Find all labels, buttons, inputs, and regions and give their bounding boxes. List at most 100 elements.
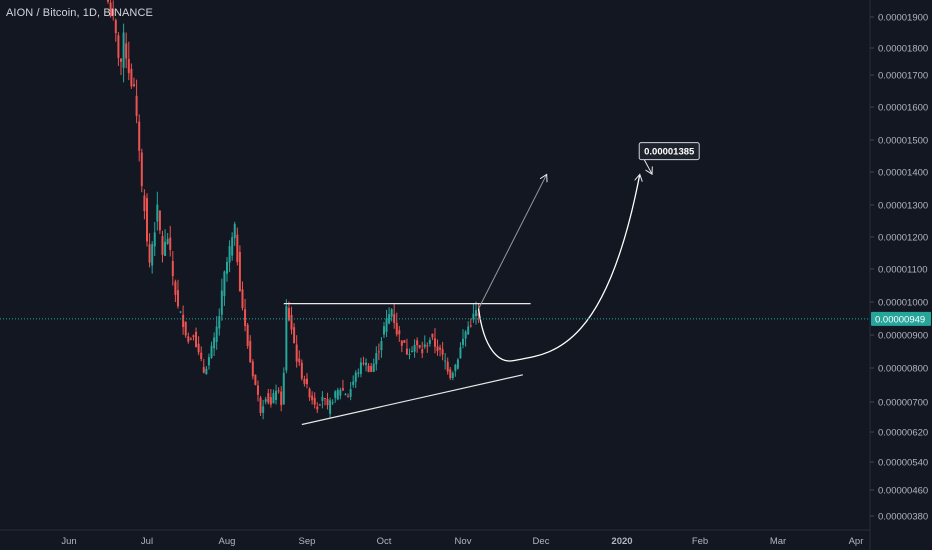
candle-body	[408, 354, 411, 356]
candle-body	[200, 352, 203, 359]
price-tick-label: 0.00000800	[878, 364, 928, 375]
candle-body	[439, 347, 442, 350]
support-trendline[interactable]	[301, 374, 523, 426]
candle-body	[367, 365, 370, 373]
candle-body	[249, 340, 252, 363]
candle-body	[238, 251, 241, 292]
time-tick-label: Apr	[849, 536, 864, 547]
candle-body	[393, 314, 396, 324]
candle-body	[109, 2, 112, 17]
candle-body	[459, 347, 462, 359]
candle-body	[143, 195, 146, 211]
candle-body	[472, 313, 475, 320]
candle-body	[114, 19, 117, 34]
candle-body	[236, 234, 239, 263]
candle-body	[300, 362, 303, 379]
candle-body	[192, 335, 195, 337]
candle-body	[347, 396, 350, 398]
candle-body	[184, 321, 187, 336]
candle-body	[220, 290, 223, 315]
candle-body	[262, 406, 265, 413]
candle-body	[370, 365, 373, 372]
candle-body	[233, 223, 236, 239]
candle-body	[138, 121, 141, 151]
candle-body	[259, 397, 262, 414]
candle-body	[125, 43, 128, 59]
candle-body	[467, 326, 470, 335]
candle-body	[293, 327, 296, 343]
candle-body	[166, 238, 169, 244]
candle-body	[241, 289, 244, 309]
candle-body	[326, 399, 329, 406]
candle-body	[267, 393, 270, 403]
price-tick-label: 0.00001900	[878, 13, 928, 24]
candle-body	[207, 357, 210, 366]
candle-body	[151, 244, 154, 266]
candle-body	[400, 340, 403, 346]
candle-body	[449, 369, 452, 379]
candle-body	[431, 333, 434, 338]
candle-body	[349, 389, 352, 397]
breakout-arrow[interactable]	[478, 175, 547, 309]
candle-body	[318, 404, 321, 406]
candle-body	[385, 318, 388, 332]
candle-body	[416, 340, 419, 346]
candle-body	[426, 345, 429, 347]
candle-body	[120, 58, 122, 62]
candle-body	[140, 152, 143, 187]
candle-body	[210, 345, 213, 358]
candle-body	[398, 330, 401, 335]
price-tick-label: 0.00001400	[878, 168, 928, 179]
price-tick-label: 0.00000540	[878, 458, 928, 469]
candle-body	[462, 338, 464, 345]
candle-body	[456, 359, 459, 369]
candle-body	[251, 361, 254, 377]
drawings-layer	[283, 159, 652, 426]
candle-body	[146, 198, 148, 242]
candle-body	[158, 210, 161, 231]
candle-body	[383, 326, 385, 335]
candle-body	[377, 351, 380, 353]
cup-projection-arrow[interactable]	[477, 175, 640, 362]
price-axis[interactable]: 0.00001900 0.00001800 0.00001700 0.00001600…	[870, 13, 928, 523]
price-target-callout[interactable]: 0.00001385	[638, 142, 700, 161]
time-axis[interactable]: Jun Jul Aug Sep Oct Nov Dec 2020 Feb Mar Apr	[61, 536, 863, 547]
price-tick-label: 0.00001300	[878, 201, 928, 212]
candle-body	[336, 389, 339, 400]
symbol-title: AION / Bitcoin, 1D, BINANCE	[6, 7, 153, 19]
callout-box	[638, 142, 700, 161]
time-tick-label: Sep	[299, 536, 316, 547]
time-tick-label: Jun	[61, 536, 76, 547]
time-tick-label: Aug	[219, 536, 236, 547]
time-tick-label: Oct	[377, 536, 392, 547]
candle-body	[413, 344, 416, 352]
candle-body	[171, 260, 174, 276]
candle-body	[321, 396, 324, 401]
candle-body	[444, 360, 447, 362]
candle-body	[339, 389, 342, 396]
price-tick-label: 0.00000460	[878, 486, 928, 497]
candle-body	[280, 391, 283, 406]
time-tick-label: Jul	[141, 536, 153, 547]
candle-body	[256, 385, 259, 395]
candle-body	[446, 361, 449, 372]
candle-body	[411, 350, 414, 352]
candle-body	[246, 324, 249, 346]
candle-body	[205, 368, 208, 375]
candle-body	[202, 367, 205, 373]
candle-body	[316, 406, 319, 410]
candle-body	[365, 362, 368, 366]
candle-body	[421, 349, 424, 354]
candle-body	[226, 261, 228, 274]
price-tick-label: 0.00001500	[878, 136, 928, 147]
candle-body	[269, 397, 272, 405]
candle-body	[197, 343, 200, 353]
candle-body	[359, 362, 362, 374]
time-tick-label: Nov	[455, 536, 472, 547]
price-tick-label: 0.00000700	[878, 398, 928, 409]
candle-body	[169, 237, 172, 250]
candle-body	[423, 344, 426, 347]
candle-body	[341, 388, 344, 391]
